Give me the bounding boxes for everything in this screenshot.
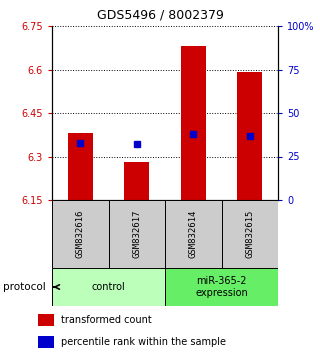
Text: miR-365-2
expression: miR-365-2 expression: [195, 276, 248, 298]
Text: transformed count: transformed count: [61, 315, 152, 325]
Text: GDS5496 / 8002379: GDS5496 / 8002379: [97, 8, 223, 22]
Bar: [68, 133, 93, 200]
Bar: [180, 46, 206, 200]
Bar: [38, 336, 54, 348]
Text: protocol: protocol: [3, 282, 46, 292]
Text: percentile rank within the sample: percentile rank within the sample: [61, 337, 226, 347]
Bar: [237, 73, 262, 200]
Bar: [38, 314, 54, 326]
Bar: [165, 268, 278, 306]
Text: GSM832616: GSM832616: [76, 210, 85, 258]
Text: GSM832617: GSM832617: [132, 210, 141, 258]
Bar: [108, 200, 165, 268]
Text: GSM832614: GSM832614: [189, 210, 198, 258]
Text: GSM832615: GSM832615: [245, 210, 254, 258]
Bar: [52, 200, 108, 268]
Bar: [221, 200, 278, 268]
Bar: [52, 268, 165, 306]
Bar: [124, 162, 149, 200]
Text: control: control: [92, 282, 125, 292]
Bar: [165, 200, 221, 268]
